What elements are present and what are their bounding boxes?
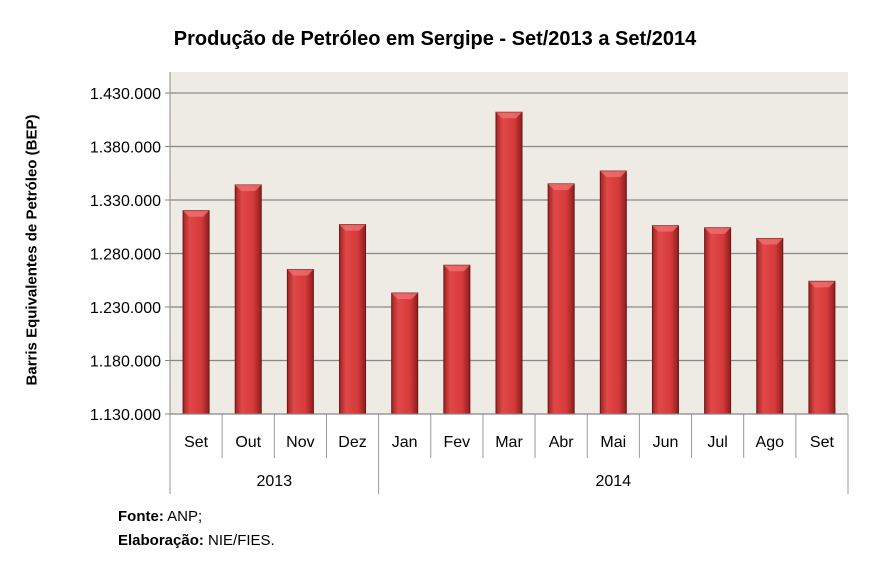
bar-cap <box>600 171 627 178</box>
source-value: ANP; <box>163 508 203 525</box>
x-tick-label: Set <box>184 434 209 451</box>
bar-cap <box>391 293 418 300</box>
source-label: Fonte: <box>118 508 164 525</box>
chart-title: Produção de Petróleo em Sergipe - Set/20… <box>173 28 697 50</box>
bar-cap <box>756 238 783 245</box>
bar-cap <box>704 227 731 234</box>
bar-cap <box>496 112 522 119</box>
x-tick-label: Jul <box>707 434 727 451</box>
x-tick-label: Mar <box>495 434 523 451</box>
bar <box>808 280 836 415</box>
x-tick-label: Dez <box>338 434 366 451</box>
bar <box>495 111 523 415</box>
y-tick-label: 1.280.000 <box>90 247 161 264</box>
x-tick-label: Fev <box>444 434 471 451</box>
x-tick-label: Ago <box>756 434 785 451</box>
bar-cap <box>443 265 470 272</box>
source-line: Fonte: ANP; <box>118 508 202 525</box>
y-tick-label: 1.130.000 <box>90 407 161 424</box>
bar <box>651 225 679 415</box>
x-tick-label: Mai <box>600 434 626 451</box>
x-group-label: 2013 <box>257 473 293 490</box>
y-tick-label: 1.230.000 <box>90 300 161 317</box>
bar <box>286 269 314 415</box>
x-tick-label: Set <box>810 434 835 451</box>
bar <box>234 184 262 415</box>
y-tick-label: 1.330.000 <box>90 193 161 210</box>
bar <box>704 227 732 415</box>
y-tick-label: 1.380.000 <box>90 140 161 157</box>
bar <box>391 292 419 415</box>
bar-cap <box>235 185 262 192</box>
x-tick-label: Jun <box>653 434 679 451</box>
x-group-label: 2014 <box>596 473 632 490</box>
x-tick-label: Out <box>235 434 261 451</box>
bar-cap <box>287 269 314 276</box>
bar <box>182 210 210 415</box>
elaboration-value: NIE/FIES. <box>203 532 275 549</box>
bar-cap <box>183 210 210 217</box>
bar <box>443 264 471 415</box>
bar-cap <box>808 281 835 288</box>
bar <box>599 170 627 415</box>
bar-cap <box>339 224 366 231</box>
bar-cap <box>548 183 575 190</box>
bar <box>756 238 784 415</box>
bar-cap <box>652 225 679 232</box>
x-tick-label: Jan <box>392 434 418 451</box>
y-tick-label: 1.180.000 <box>90 354 161 371</box>
elaboration-label: Elaboração: <box>118 532 204 549</box>
x-tick-label: Nov <box>286 434 314 451</box>
bar <box>547 183 575 415</box>
elaboration-line: Elaboração: NIE/FIES. <box>118 532 275 549</box>
x-tick-label: Abr <box>549 434 575 451</box>
y-tick-label: 1.430.000 <box>90 86 161 103</box>
bar <box>339 224 367 415</box>
